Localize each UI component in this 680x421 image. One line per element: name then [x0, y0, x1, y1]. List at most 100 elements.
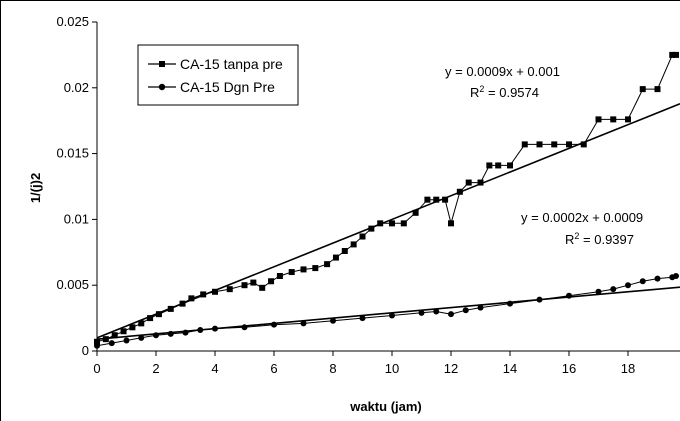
x-tick-label: 4: [211, 361, 218, 376]
data-point: [566, 141, 572, 148]
data-point: [625, 116, 631, 123]
y-axis-ticks: 0 0.005 0.01 0.015 0.02 0.025: [56, 14, 97, 358]
legend: CA-15 tanpa pre CA-15 Dgn Pre: [137, 44, 299, 106]
data-point: [359, 315, 366, 322]
data-point: [412, 209, 419, 216]
legend-marker-circle: [158, 83, 166, 91]
data-point: [433, 308, 440, 315]
data-point: [312, 265, 319, 272]
data-point: [300, 266, 307, 273]
data-point: [108, 340, 115, 347]
r2-value: = 0.9574: [484, 85, 539, 100]
data-point: [433, 196, 440, 203]
data-point: [639, 278, 646, 285]
y-tick-label: 0.005: [56, 277, 89, 292]
data-point: [147, 315, 154, 322]
data-point: [389, 312, 395, 319]
data-point: [465, 179, 472, 186]
data-point: [495, 162, 502, 169]
data-point: [300, 320, 307, 327]
data-point: [94, 342, 100, 349]
x-tick-label: 2: [152, 361, 159, 376]
data-point: [138, 334, 145, 341]
data-point: [424, 196, 431, 203]
trendline-tanpa-pre: [96, 103, 680, 339]
data-point: [610, 116, 617, 123]
data-point: [268, 278, 275, 285]
data-point: [368, 225, 375, 232]
data-point: [276, 272, 283, 279]
data-point: [673, 51, 679, 58]
x-tick-label: 0: [93, 361, 100, 376]
data-point: [389, 220, 395, 227]
data-point: [330, 317, 336, 324]
trendline-dgn-pre: [96, 286, 680, 340]
data-point: [625, 282, 631, 289]
x-tick-label: 10: [385, 361, 399, 376]
trendline-equation-text: y = 0.0009x + 0.001: [445, 64, 560, 79]
trendline-equation-1: y = 0.0009x + 0.001 R2 = 0.9574: [445, 64, 560, 100]
data-point: [448, 220, 454, 227]
legend-box: [137, 44, 299, 106]
data-point: [595, 116, 602, 123]
y-axis-title: 1/(j)2: [28, 173, 43, 203]
r2-superscript: 2: [479, 84, 484, 94]
data-point: [155, 311, 162, 318]
x-axis-ticks: 0 2 4 6 8 10 12 14 16 18: [93, 351, 635, 376]
data-point: [442, 196, 449, 203]
r2-symbol: R: [565, 232, 574, 247]
series-dgn-pre: [94, 272, 679, 349]
data-point: [477, 179, 484, 186]
series-line: [96, 275, 677, 347]
legend-label-tanpa-pre: CA-15 tanpa pre: [180, 56, 283, 72]
x-tick-label: 16: [562, 361, 576, 376]
data-point: [610, 286, 617, 293]
data-point: [94, 338, 100, 345]
data-point: [138, 320, 145, 327]
r2-superscript: 2: [574, 231, 579, 241]
data-point: [111, 332, 118, 339]
data-point: [250, 279, 257, 286]
data-point: [595, 288, 602, 295]
data-point: [536, 141, 543, 148]
data-point: [226, 286, 233, 293]
data-point: [188, 295, 195, 302]
trendline-layer: [96, 103, 680, 340]
y-tick-label: 0: [82, 343, 89, 358]
data-point: [324, 261, 331, 268]
trendline-equation-2: y = 0.0002x + 0.0009 R2 = 0.9397: [521, 210, 643, 247]
data-point: [673, 272, 679, 279]
data-point: [639, 86, 646, 93]
trendline-equation-text: y = 0.0002x + 0.0009: [521, 210, 643, 225]
trendline-r2-text: R2 = 0.9574: [470, 84, 539, 100]
r2-symbol: R: [470, 85, 479, 100]
data-point: [654, 86, 661, 93]
data-point: [507, 162, 513, 169]
x-tick-label: 18: [621, 361, 635, 376]
y-tick-label: 0.02: [64, 80, 89, 95]
legend-label-dgn-pre: CA-15 Dgn Pre: [180, 79, 275, 95]
y-tick-label: 0.015: [56, 146, 89, 161]
data-point: [129, 324, 136, 331]
data-point: [123, 337, 130, 344]
data-point: [332, 254, 339, 261]
r2-value: = 0.9397: [579, 232, 634, 247]
data-point: [241, 282, 248, 289]
data-point: [669, 51, 676, 58]
legend-marker-square: [159, 61, 165, 67]
y-tick-label: 0.025: [56, 14, 89, 29]
x-tick-label: 6: [270, 361, 277, 376]
data-point: [580, 141, 587, 148]
data-point: [448, 311, 454, 318]
data-point: [486, 162, 493, 169]
data-point: [212, 288, 218, 295]
data-point: [521, 141, 528, 148]
data-point: [654, 275, 661, 282]
trendline-r2-text: R2 = 0.9397: [565, 231, 634, 247]
data-point: [462, 307, 469, 314]
data-point: [341, 247, 348, 254]
x-tick-label: 8: [329, 361, 336, 376]
data-point: [259, 284, 266, 291]
